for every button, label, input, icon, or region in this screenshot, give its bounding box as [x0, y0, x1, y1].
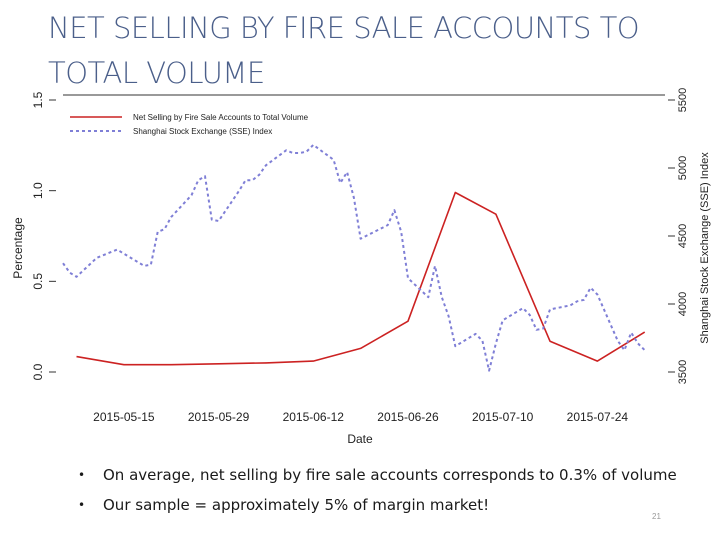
y-right-tick-label: 4500	[677, 224, 689, 248]
bullet-item: • Our sample = approximately 5% of margi…	[78, 490, 678, 520]
chart: 0.0 0.5 1.0 1.5 3500 4000 4500 5000 5500 2015-05-…	[11, 88, 711, 446]
x-tick-label: 2015-06-26	[377, 410, 439, 424]
y-right-tick-label: 5500	[677, 88, 689, 112]
y-tick-label: 1.5	[31, 91, 45, 108]
y-right-tick-label: 4000	[677, 292, 689, 316]
bullet-marker: •	[78, 468, 86, 482]
y-tick-label: 0.5	[31, 273, 45, 290]
series-line-1	[62, 143, 646, 372]
legend-label: Net Selling by Fire Sale Accounts to Tot…	[133, 113, 309, 122]
x-axis-label: Date	[347, 432, 373, 446]
x-tick-label: 2015-06-12	[283, 410, 345, 424]
y-right-tick-label: 5000	[677, 156, 689, 180]
bullet-item: • On average, net selling by fire sale a…	[78, 460, 678, 490]
x-tick-label: 2015-05-29	[188, 410, 250, 424]
y-axis-label: Percentage	[11, 217, 25, 279]
bullet-text: Our sample = approximately 5% of margin …	[103, 496, 490, 514]
y-right-axis-label: Shanghai Stock Exchange (SSE) Index	[699, 152, 711, 344]
slide-title: NET SELLING BY FIRE SALE ACCOUNTS TO TOT…	[48, 11, 640, 90]
y-right-tick-label: 3500	[677, 360, 689, 384]
legend-label: Shanghai Stock Exchange (SSE) Index	[133, 127, 272, 136]
bullet-list: • On average, net selling by fire sale a…	[78, 460, 678, 520]
bullet-marker: •	[78, 498, 86, 512]
page-number: 21	[652, 512, 661, 521]
x-tick-label: 2015-05-15	[93, 410, 155, 424]
series-line-0	[76, 191, 646, 366]
bullet-text: On average, net selling by fire sale acc…	[103, 466, 677, 484]
x-tick-label: 2015-07-24	[567, 410, 629, 424]
y-tick-label: 0.0	[31, 363, 45, 380]
y-tick-label: 1.0	[31, 182, 45, 199]
x-tick-label: 2015-07-10	[472, 410, 534, 424]
